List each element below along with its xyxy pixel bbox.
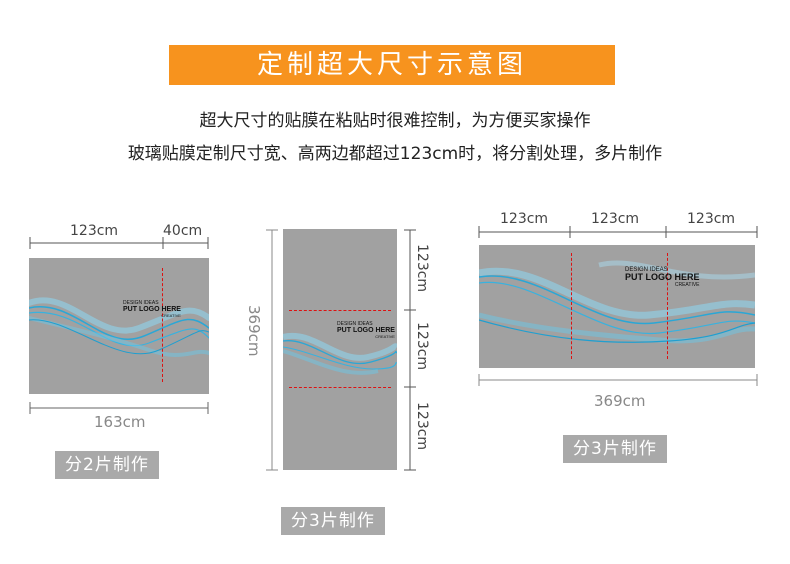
description-line-2: 玻璃贴膜定制尺寸宽、高两边都超过123cm时，将分割处理，多片制作 <box>127 144 663 164</box>
segment-label-1: 123cm <box>500 211 549 227</box>
cut-line-1 <box>571 253 572 359</box>
film-panel: DESIGN IDEAS PUT LOGO HERE CREATIVE <box>283 229 397 470</box>
right-dimension-line <box>404 229 416 471</box>
cut-line-bottom <box>289 387 391 388</box>
logo-line-2: PUT LOGO HERE <box>123 306 181 314</box>
cut-line-top <box>289 310 391 311</box>
logo-line-2: PUT LOGO HERE <box>337 327 395 335</box>
film-panel: DESIGN IDEAS PUT LOGO HERE CREATIVE <box>479 245 755 368</box>
bottom-dimension-line <box>29 402 209 414</box>
logo-line-3: CREATIVE <box>375 333 395 339</box>
film-panel: DESIGN IDEAS PUT LOGO HERE CREATIVE <box>29 258 209 394</box>
segment-label-3: 123cm <box>687 211 736 227</box>
cut-line-2 <box>667 253 668 359</box>
logo-placeholder: DESIGN IDEAS PUT LOGO HERE CREATIVE <box>123 300 181 318</box>
total-width-label: 369cm <box>594 392 646 410</box>
dimension-label-123cm: 123cm <box>70 223 119 239</box>
wave-graphic <box>479 260 755 344</box>
logo-line-3: CREATIVE <box>161 312 181 318</box>
wave-graphic <box>29 297 209 357</box>
logo-line-1: DESIGN IDEAS <box>625 267 668 273</box>
segment-label-3: 123cm <box>414 402 430 451</box>
top-dimension-line <box>29 237 209 249</box>
logo-line-1: DESIGN IDEAS <box>123 300 159 306</box>
dimension-label-40cm: 40cm <box>163 223 203 239</box>
logo-placeholder: DESIGN IDEAS PUT LOGO HERE CREATIVE <box>625 267 700 288</box>
top-dimension-line <box>478 226 758 238</box>
split-badge: 分3片制作 <box>563 435 667 463</box>
description-line-1: 超大尺寸的贴膜在粘贴时很难控制，为方便买家操作 <box>199 111 591 131</box>
logo-placeholder: DESIGN IDEAS PUT LOGO HERE CREATIVE <box>337 321 395 339</box>
segment-label-1: 123cm <box>414 244 430 293</box>
left-dimension-line <box>266 229 278 471</box>
split-badge: 分2片制作 <box>55 451 159 479</box>
total-width-label: 163cm <box>94 413 146 431</box>
split-badge: 分3片制作 <box>281 507 385 535</box>
bottom-dimension-line <box>478 374 758 386</box>
segment-label-2: 123cm <box>414 322 430 371</box>
logo-line-2: PUT LOGO HERE <box>625 272 700 283</box>
page-title: 定制超大尺寸示意图 <box>169 45 615 85</box>
total-height-label: 369cm <box>245 305 263 357</box>
wave-graphic <box>283 332 397 375</box>
cut-line <box>162 268 163 382</box>
logo-line-1: DESIGN IDEAS <box>337 321 373 327</box>
logo-line-3: CREATIVE <box>674 281 700 288</box>
segment-label-2: 123cm <box>591 211 640 227</box>
